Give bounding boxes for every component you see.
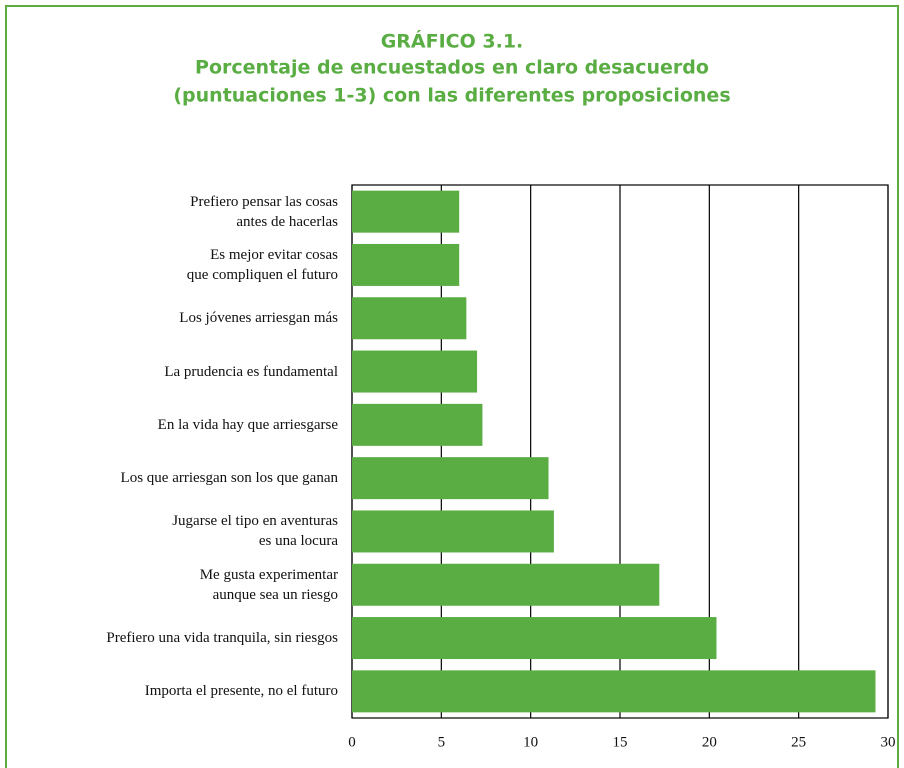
y-tick-label: Jugarse el tipo en aventuras es una locu… bbox=[172, 513, 338, 550]
plot-frame bbox=[351, 184, 889, 719]
y-tick-label: Prefiero una vida tranquila, sin riesgos bbox=[106, 630, 338, 647]
bar bbox=[352, 670, 876, 713]
chart-subtitle: Porcentaje de encuestados en claro desac… bbox=[195, 57, 709, 79]
bar bbox=[352, 403, 483, 446]
y-tick-label: Importa el presente, no el futuro bbox=[144, 683, 338, 700]
bar bbox=[352, 617, 717, 660]
x-tick-label: 15 bbox=[613, 734, 628, 750]
bar bbox=[352, 510, 554, 553]
x-tick-label: 25 bbox=[791, 734, 806, 750]
bar bbox=[352, 563, 660, 606]
y-tick-label: Prefiero pensar las cosas antes de hacer… bbox=[190, 193, 338, 230]
x-tick-label: 30 bbox=[881, 734, 896, 750]
x-tick-label: 10 bbox=[523, 734, 538, 750]
y-tick-label: Los que arriesgan son los que ganan bbox=[120, 470, 338, 487]
x-tick-label: 5 bbox=[438, 734, 446, 750]
y-tick-label: Me gusta experimentar aunque sea un ries… bbox=[199, 566, 338, 603]
y-tick-label: La prudencia es fundamental bbox=[164, 363, 338, 380]
y-tick-label: En la vida hay que arriesgarse bbox=[157, 416, 338, 433]
chart-subtitle: (puntuaciones 1-3) con las diferentes pr… bbox=[173, 85, 730, 107]
y-tick-label: Los jóvenes arriesgan más bbox=[179, 310, 338, 327]
chart-title: GRÁFICO 3.1. bbox=[381, 30, 524, 53]
bar bbox=[352, 190, 460, 233]
frame bbox=[5, 5, 899, 768]
x-tick-label: 20 bbox=[702, 734, 717, 750]
y-tick-label: Es mejor evitar cosas que compliquen el … bbox=[186, 246, 338, 283]
bar bbox=[352, 350, 478, 393]
x-tick-label: 0 bbox=[348, 734, 356, 750]
bar bbox=[352, 457, 549, 500]
bar bbox=[352, 243, 460, 286]
bar bbox=[352, 297, 467, 340]
